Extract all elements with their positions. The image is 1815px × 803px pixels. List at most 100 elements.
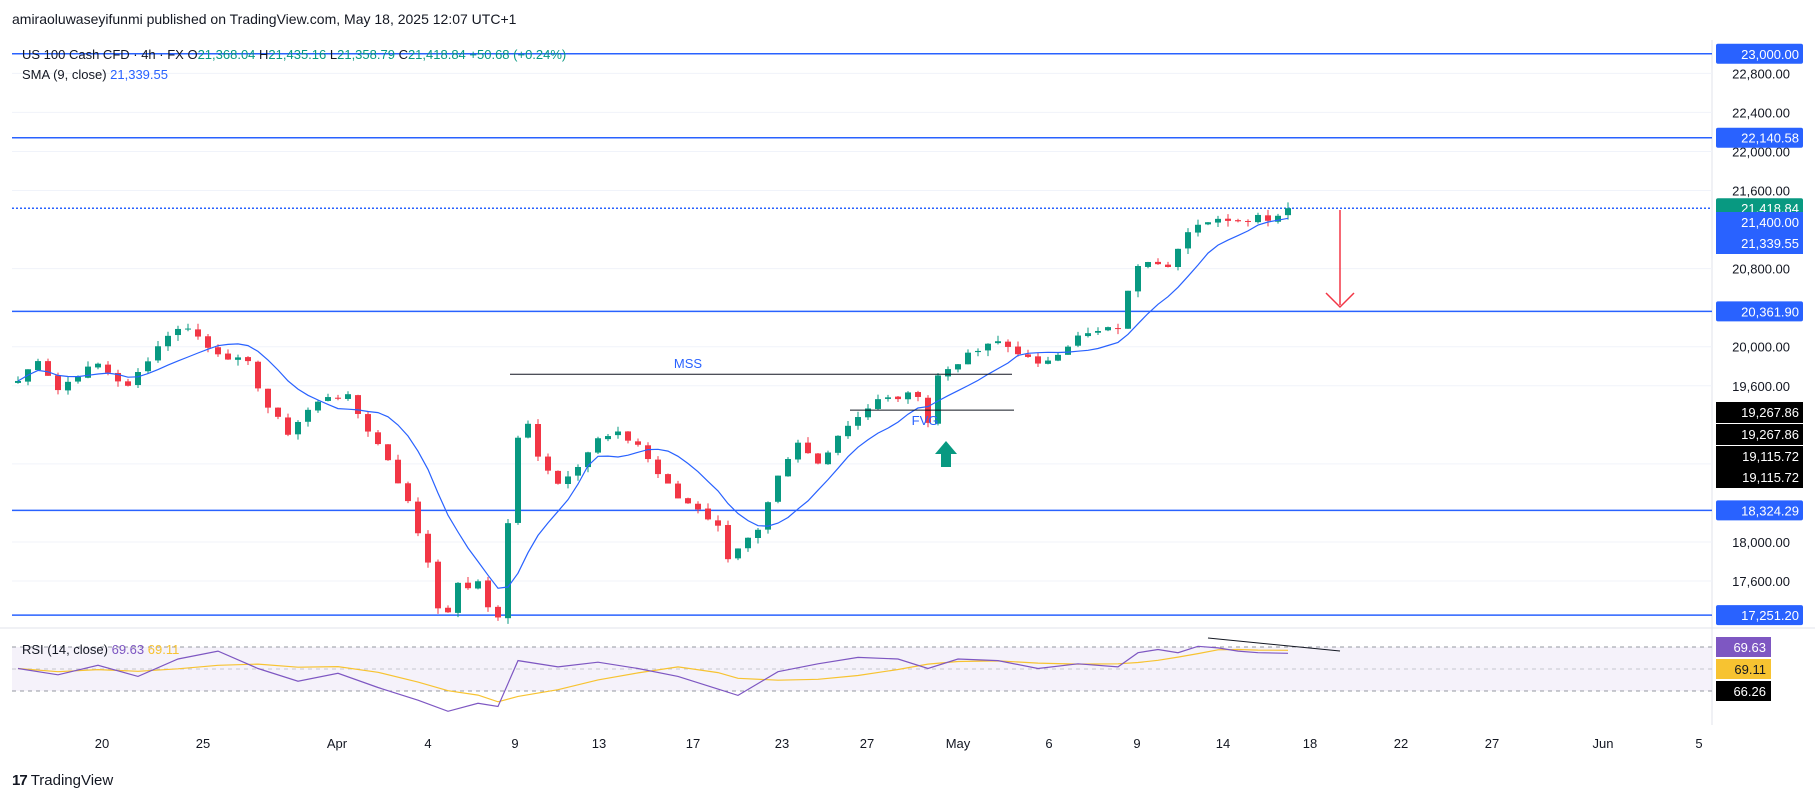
rsi-legend: RSI (14, close) 69.63 69.11 xyxy=(22,642,179,657)
candle-body xyxy=(815,453,821,464)
candle-body xyxy=(1185,232,1191,249)
rsi-tag-bg xyxy=(1716,659,1771,679)
down-arrow-head-icon xyxy=(1325,292,1355,309)
candle-body xyxy=(645,445,651,460)
candle-body xyxy=(705,508,711,520)
candle-body xyxy=(515,437,521,523)
candle-body xyxy=(435,561,441,609)
candle xyxy=(1205,222,1211,226)
candle-body xyxy=(1075,335,1081,346)
candle-body xyxy=(85,366,91,378)
x-tick-label: May xyxy=(946,736,971,751)
candle-body xyxy=(1065,346,1071,355)
candle-body xyxy=(765,502,771,530)
y-tick-label: 21,600.00 xyxy=(1732,184,1790,199)
candle xyxy=(775,475,781,504)
candle-body xyxy=(615,431,621,436)
candle xyxy=(725,520,731,563)
candle xyxy=(855,411,861,430)
x-tick-label: 4 xyxy=(424,736,431,751)
candle xyxy=(585,451,591,473)
tradingview-footer[interactable]: 17 TradingView xyxy=(12,772,113,789)
candle-body xyxy=(495,606,501,618)
candle xyxy=(915,390,921,402)
candle-body xyxy=(535,424,541,457)
candle-body xyxy=(1175,248,1181,268)
price-tag-label: 19,267.86 xyxy=(1741,405,1799,420)
mss-label: MSS xyxy=(674,356,703,371)
price-tag: 21,339.55 xyxy=(1716,233,1803,254)
candle xyxy=(825,450,831,465)
candle-body xyxy=(695,503,701,510)
candle xyxy=(435,559,441,614)
price-tag-bg xyxy=(1716,467,1803,488)
candle-body xyxy=(335,397,341,399)
candle-body xyxy=(65,381,71,391)
candle xyxy=(895,396,901,403)
candle-body xyxy=(475,581,481,589)
candle xyxy=(815,452,821,465)
candle-body xyxy=(465,582,471,589)
level-price-tag: 23,000.00 xyxy=(1716,43,1803,64)
candle-body xyxy=(1095,330,1101,333)
candle-body xyxy=(1025,354,1031,357)
candle-body xyxy=(875,399,881,409)
candle xyxy=(245,356,251,366)
price-tag: 19,115.72 xyxy=(1716,446,1803,467)
candle-body xyxy=(275,407,281,417)
candle xyxy=(975,348,981,357)
candle-body xyxy=(795,442,801,460)
candle-body xyxy=(745,537,751,549)
candle xyxy=(375,429,381,446)
candle-body xyxy=(265,388,271,408)
candle-body xyxy=(735,548,741,559)
candle xyxy=(235,354,241,366)
candle xyxy=(1105,326,1111,332)
candle xyxy=(1085,327,1091,338)
candle xyxy=(515,435,521,525)
rsi-tag-label: 66.26 xyxy=(1733,684,1766,699)
candle-body xyxy=(995,341,1001,344)
candle xyxy=(695,501,701,514)
rsi-tag: 69.63 xyxy=(1716,637,1771,657)
y-tick-label: 20,800.00 xyxy=(1732,262,1790,277)
candle-body xyxy=(975,350,981,353)
x-tick-label: 23 xyxy=(775,736,789,751)
candle xyxy=(955,364,961,373)
candle xyxy=(565,471,571,489)
candle xyxy=(745,537,751,552)
fvg-label: FVG xyxy=(912,413,939,428)
candle-body xyxy=(145,361,151,372)
candle xyxy=(1175,248,1181,271)
candle-body xyxy=(485,580,491,608)
candle-body xyxy=(125,381,131,386)
candle xyxy=(645,442,651,463)
y-tick-label: 20,000.00 xyxy=(1732,340,1790,355)
candle xyxy=(835,435,841,456)
candle xyxy=(455,582,461,618)
candle-body xyxy=(295,421,301,435)
candle-body xyxy=(575,466,581,476)
candle xyxy=(425,530,431,568)
y-tick-label: 22,400.00 xyxy=(1732,105,1790,120)
candle-body xyxy=(1165,264,1171,268)
rsi-tag-bg xyxy=(1716,637,1771,657)
candle-body xyxy=(655,459,661,475)
candle xyxy=(655,456,661,478)
candle xyxy=(1265,209,1271,227)
candle xyxy=(165,331,171,351)
x-tick-label: 6 xyxy=(1045,736,1052,751)
tradingview-logo-icon: 17 xyxy=(12,772,28,789)
candle-body xyxy=(75,376,81,382)
up-arrow-icon xyxy=(935,441,957,467)
candle-body xyxy=(395,459,401,484)
candle xyxy=(875,394,881,411)
candle-body xyxy=(1105,327,1111,331)
candle xyxy=(615,426,621,439)
candle-body xyxy=(225,353,231,360)
level-price-tag: 20,361.90 xyxy=(1716,301,1803,322)
x-tick-label: 20 xyxy=(95,736,109,751)
candle xyxy=(1135,264,1141,298)
level-tag-label: 20,361.90 xyxy=(1741,304,1799,319)
